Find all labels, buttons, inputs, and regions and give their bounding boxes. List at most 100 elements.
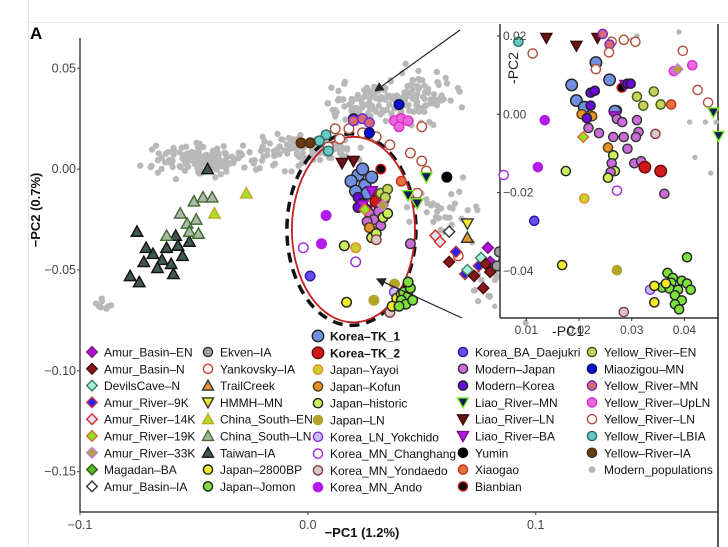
point-china-south-en [207,206,222,219]
inset-modern-point [492,303,498,309]
legend-marker-japan-jomon [202,481,214,492]
inset-point [556,259,568,271]
modern-population-point [152,142,160,149]
legend-marker-ekven-ia [202,346,214,358]
modern-population-point [427,100,434,107]
modern-population-point [413,101,420,109]
legend-marker-japan-ln [312,414,324,426]
legend-label: Liao_River–BA [475,430,555,444]
modern-population-point [406,218,413,225]
left-border [28,0,29,547]
modern-population-point [448,190,455,198]
point-japan-jomon [393,300,405,312]
modern-population-point [433,68,441,76]
modern-population-point [414,91,421,98]
modern-population-point [332,113,339,120]
modern-population-point [169,163,176,171]
inset-point [631,114,643,126]
legend-label: Japan–historic [330,397,407,411]
modern-population-point [357,144,364,151]
point-yellow-river-ln [384,139,396,151]
inset-point [702,97,714,108]
modern-population-point [403,93,410,100]
panel-label: A [30,24,43,43]
inset-point [616,116,628,128]
legend-label: Japan–Kofun [330,380,401,394]
inset-x-tick-label: 0.01 [515,323,539,337]
y-tick-label: −0.10 [44,364,76,378]
x-axis-label: −PC1 (1.2%) [325,525,400,540]
point-korea-tk-1 [355,162,370,176]
modern-population-point [294,149,301,156]
modern-population-point [227,159,234,167]
inset-point [677,45,689,57]
point-yellow-river-ln [334,133,346,145]
modern-population-point [137,162,144,169]
modern-population-point [185,157,192,164]
point-yellow-river-mn [347,115,359,127]
inset-point [589,85,601,97]
y-tick-label: −0.15 [44,465,76,479]
point-korea-mn-changhang [297,242,309,254]
modern-population-point [190,152,197,159]
modern-population-point [316,156,324,164]
modern-population-point [478,277,485,284]
point-amur-river-9k [449,245,463,259]
point-taiwan-ia [164,256,179,270]
legend-label: Bianbian [475,480,522,494]
point-china-south-ln [205,190,220,203]
legend-label: Japan–LN [330,414,385,428]
modern-population-point [423,209,430,216]
legend-marker-amur-river-9k [85,396,99,409]
modern-population-point [252,166,260,173]
modern-population-point [264,152,271,159]
point-korea-tk-1 [364,170,379,184]
legend-label: Japan–Yayoi [330,363,399,377]
modern-population-point [430,91,438,98]
modern-population-point [241,164,248,171]
inset-point [660,278,672,289]
legend-marker-yellow-river-ia [586,447,598,459]
modern-population-point [409,86,416,93]
modern-population-point [258,157,266,164]
legend-label: Yellow_River–LN [604,413,695,427]
modern-population-point [458,104,466,111]
inset-point [638,160,652,174]
modern-population-point [348,107,355,114]
modern-population-point [430,218,437,226]
modern-population-point [464,206,471,214]
point-japan-yayoi [350,242,362,254]
point-china-south-ln [182,224,197,237]
legend-label: Korea_MN_Yondaedo [330,464,448,478]
x-tick-label: 0.1 [527,518,544,532]
point-modern-japan [404,238,416,250]
legend-marker-japan-2800bp [202,464,214,475]
legend-label: Liao_River–LN [475,413,554,427]
modern-population-point [370,83,378,90]
point-yellow-river-ia [295,137,307,149]
point-china-south-ln [191,226,206,239]
legend-marker-korea-tk-1 [311,329,325,343]
legend-label: Yellow_River–MN [604,379,698,393]
inset-modern-point [708,170,714,176]
modern-population-point [379,106,386,114]
legend-marker-hmmh-mn [201,397,215,410]
point-taiwan-ia [130,224,144,237]
point-taiwan-ia [159,240,174,254]
point-hmmh-mn [460,218,475,231]
legend-marker-yankovsky-ia [202,363,214,375]
legend-label: HMMH–MN [220,396,283,410]
inset-point [625,78,636,90]
inset-y-tick-label: −0.02 [503,186,534,200]
dashed-ellipse [285,132,418,328]
main-axes: 0.05 0.00 −0.05 −0.10 −0.15 −0.1 0.0 0.1 [44,38,718,532]
highlight-ellipse [285,132,418,328]
point-miaozigou-mn [363,127,375,139]
modern-population-point [297,131,304,139]
legend-label: Korea_LN_Yokchido [330,430,439,444]
modern-population-point [491,276,499,284]
modern-population-point [263,147,271,154]
point-amur-basin-n [479,257,493,271]
modern-population-point [415,75,422,83]
point-amur-basin-n [476,281,490,295]
